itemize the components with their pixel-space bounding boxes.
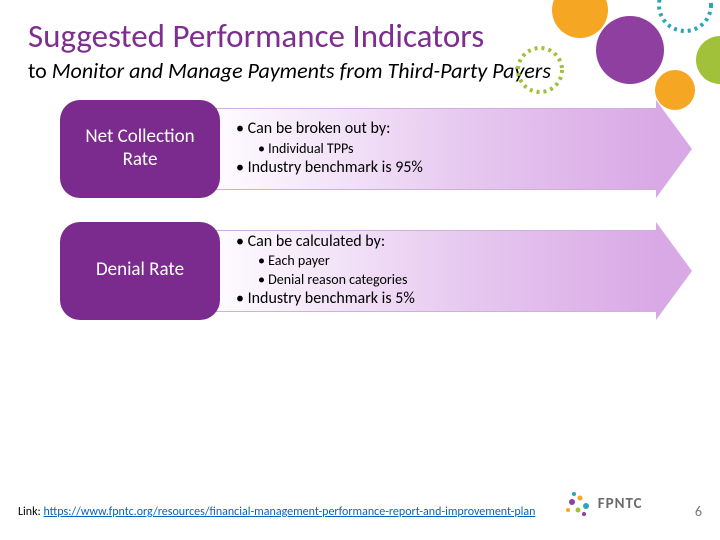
bullet-lvl1: Industry benchmark is 5% [236, 289, 656, 310]
logo-dots-icon [558, 488, 592, 520]
indicator-pill: Net Collection Rate [60, 100, 220, 198]
subtitle-prefix: to [28, 57, 52, 84]
footer: Link: https://www.fpntc.org/resources/fi… [18, 488, 702, 520]
bullet-list: Can be broken out by:Individual TPPsIndu… [202, 108, 656, 190]
bullet-lvl2: Individual TPPs [236, 140, 656, 158]
link-label: Link: [18, 505, 43, 519]
indicator-arrow: Can be broken out by:Individual TPPsIndu… [202, 100, 692, 198]
page-number: 6 [695, 503, 702, 520]
bullet-lvl1: Industry benchmark is 95% [236, 158, 656, 179]
bullet-lvl1: Can be broken out by: [236, 119, 656, 140]
bullet-lvl2: Denial reason categories [236, 271, 656, 289]
indicator-rows: Net Collection Rate Can be broken out by… [0, 84, 720, 320]
source-link[interactable]: https://www.fpntc.org/resources/financia… [43, 505, 535, 519]
subtitle-italic: Monitor and Manage Payments from Third-P… [52, 57, 551, 84]
fpntc-logo: FPNTC [558, 488, 643, 520]
logo-text: FPNTC [598, 495, 643, 513]
source-link-line: Link: https://www.fpntc.org/resources/fi… [18, 505, 535, 520]
indicator-row: Net Collection Rate Can be broken out by… [60, 100, 692, 198]
bullet-lvl2: Each payer [236, 252, 656, 270]
indicator-arrow: Can be calculated by:Each payerDenial re… [202, 222, 692, 320]
bullet-list: Can be calculated by:Each payerDenial re… [202, 230, 656, 312]
bullet-lvl1: Can be calculated by: [236, 232, 656, 253]
indicator-pill: Denial Rate [60, 222, 220, 320]
indicator-row: Denial Rate Can be calculated by:Each pa… [60, 222, 692, 320]
